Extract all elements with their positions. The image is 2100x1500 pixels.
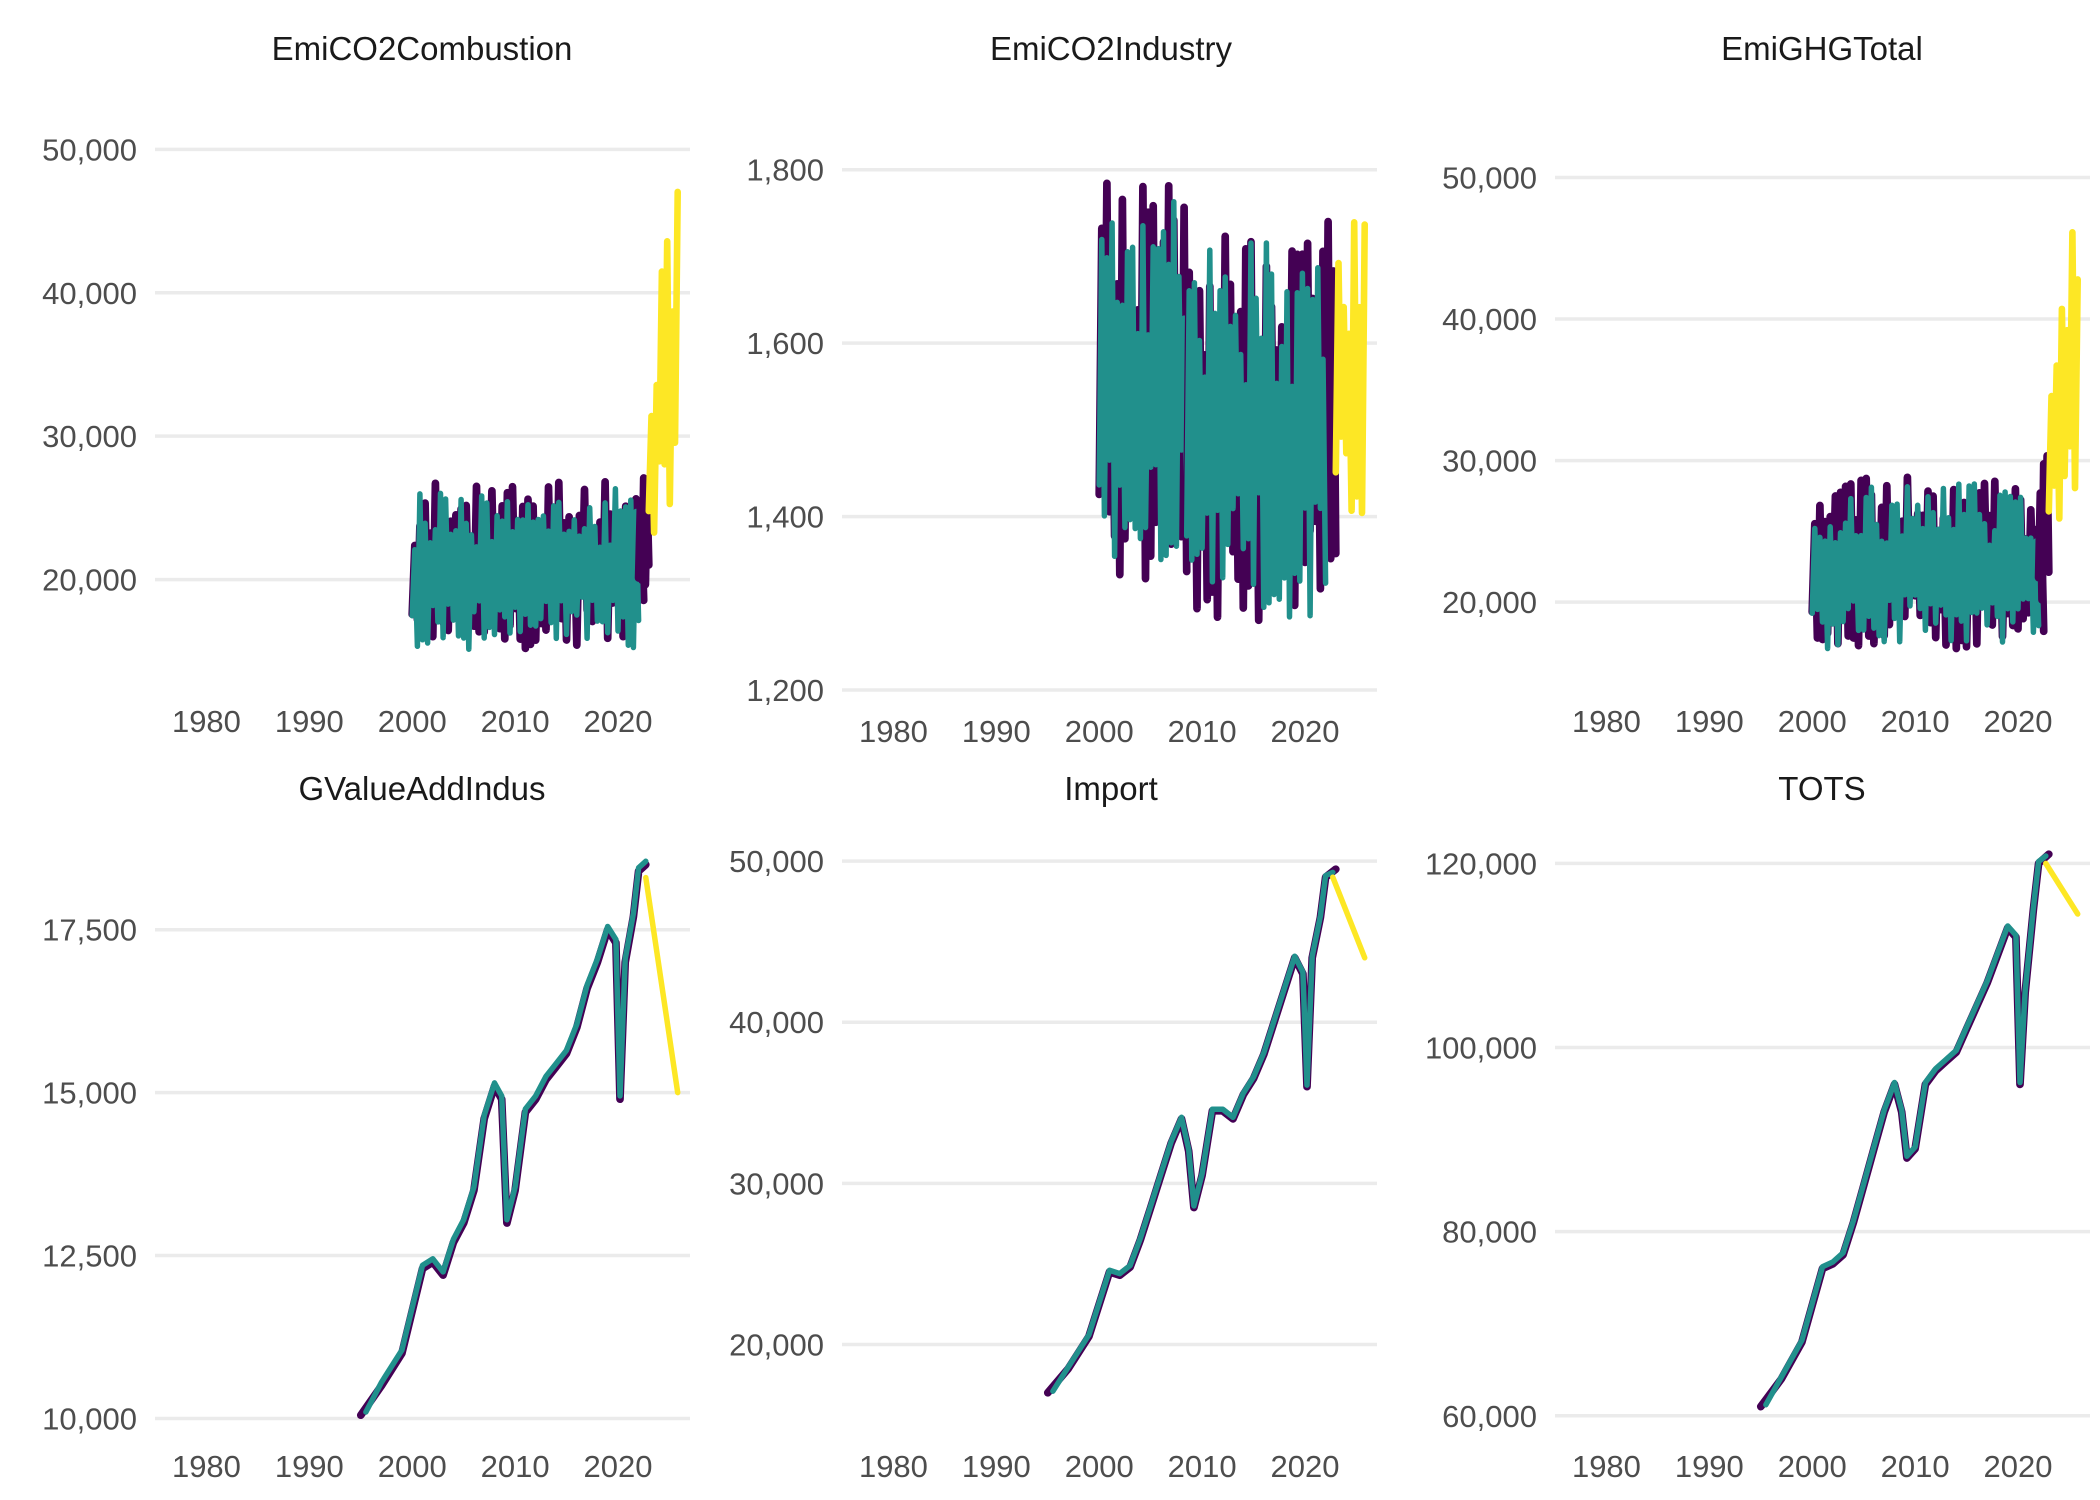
x-tick-label: 2010 [481,1449,550,1484]
x-tick-label: 1980 [859,1449,928,1484]
x-tick-label: 1990 [962,1449,1031,1484]
series-line-fitted [1809,481,2042,652]
panel-title: GValueAddIndus [298,770,545,807]
series-line-fitted [1050,869,1336,1394]
y-tick-label: 40,000 [729,1005,824,1040]
y-tick-label: 15,000 [42,1076,137,1111]
series-line-fitted [1096,198,1190,563]
series-line-forecast [645,188,682,536]
y-tick-label: 20,000 [42,563,137,598]
y-tick-label: 17,500 [42,913,137,948]
series-line-forecast [2045,229,2081,522]
series-line-fitted [363,858,649,1415]
x-tick-label: 2020 [583,1449,652,1484]
y-tick-label: 20,000 [1442,585,1537,620]
series-line-fitted [1763,853,2049,1408]
y-tick-label: 40,000 [1442,302,1537,337]
x-tick-label: 2020 [1983,1449,2052,1484]
panel-title: TOTS [1778,770,1865,807]
x-tick-label: 1990 [275,1449,344,1484]
x-tick-label: 2000 [1065,714,1134,749]
panel-title: EmiCO2Industry [990,30,1233,67]
x-tick-label: 1980 [1572,704,1641,739]
panel-0: EmiCO2Combustion 20,000 30,000 40,000 50,000… [42,30,690,739]
x-tick-label: 2020 [1270,714,1339,749]
series-line-forecast [2043,860,2081,917]
y-tick-label: 30,000 [42,419,137,454]
series-line-forecast [1332,219,1368,517]
y-tick-label: 120,000 [1425,846,1537,881]
x-tick-label: 1980 [172,704,241,739]
panel-2: EmiGHGTotal 20,000 30,000 40,000 50,000 1980 1… [1442,30,2090,739]
x-tick-label: 2020 [1983,704,2052,739]
x-tick-label: 2000 [378,1449,447,1484]
x-tick-label: 2020 [1270,1449,1339,1484]
panel-3: GValueAddIndus 10,000 12,500 15,000 17,500 19… [42,770,690,1484]
y-tick-label: 10,000 [42,1401,137,1436]
y-tick-label: 50,000 [729,844,824,879]
y-tick-label: 1,400 [746,500,824,535]
panel-1: EmiCO2Industry 1,200 1,400 1,600 1,800 1980 19… [746,30,1377,749]
panel-title: EmiCO2Combustion [272,30,573,67]
x-tick-label: 2020 [583,704,652,739]
y-tick-label: 20,000 [729,1327,824,1362]
y-tick-label: 80,000 [1442,1215,1537,1250]
x-tick-label: 1980 [1572,1449,1641,1484]
x-tick-label: 2010 [1881,1449,1950,1484]
x-tick-label: 1990 [1675,704,1744,739]
x-tick-label: 1990 [1675,1449,1744,1484]
panel-title: Import [1064,770,1158,807]
series-line-forecast [1330,874,1368,961]
y-tick-label: 40,000 [42,276,137,311]
x-tick-label: 1980 [172,1449,241,1484]
x-tick-label: 1990 [962,714,1031,749]
x-tick-label: 2010 [1168,1449,1237,1484]
x-tick-label: 1990 [275,704,344,739]
y-tick-label: 50,000 [42,132,137,167]
y-tick-label: 1,200 [746,673,824,708]
x-tick-label: 2000 [1065,1449,1134,1484]
series-line-actual [1043,865,1340,1397]
x-tick-label: 2000 [1778,704,1847,739]
y-tick-label: 1,800 [746,153,824,188]
panel-5: TOTS 60,000 80,000 100,000 120,000 1980 1990 20… [1425,770,2090,1484]
series-line-fitted [409,486,642,652]
x-tick-label: 2000 [378,704,447,739]
x-tick-label: 1980 [859,714,928,749]
series-line-actual [408,478,648,653]
y-tick-label: 30,000 [1442,444,1537,479]
y-tick-label: 1,600 [746,326,824,361]
x-tick-label: 2000 [1778,1449,1847,1484]
y-tick-label: 60,000 [1442,1399,1537,1434]
x-tick-label: 2010 [481,704,550,739]
y-tick-label: 12,500 [42,1239,137,1274]
y-tick-label: 100,000 [1425,1031,1537,1066]
y-tick-label: 50,000 [1442,160,1537,195]
series-line-fitted [1183,240,1329,620]
series-line-forecast [643,874,681,1096]
panel-4: Import 20,000 30,000 40,000 50,000 1980 1990 20… [729,770,1377,1484]
x-tick-label: 2010 [1168,714,1237,749]
y-tick-label: 30,000 [729,1166,824,1201]
x-tick-label: 2010 [1881,704,1950,739]
panel-title: EmiGHGTotal [1721,30,1923,67]
